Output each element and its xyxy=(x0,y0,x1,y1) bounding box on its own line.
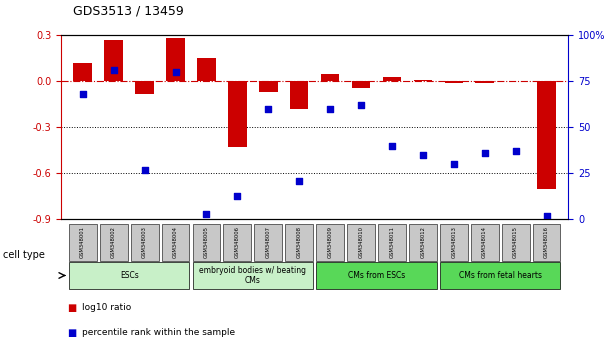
Bar xyxy=(254,224,282,261)
Bar xyxy=(192,224,221,261)
Text: GSM348001: GSM348001 xyxy=(80,226,86,258)
Text: GSM348016: GSM348016 xyxy=(544,226,549,258)
Point xyxy=(232,193,242,198)
Bar xyxy=(290,81,309,109)
Text: GSM348010: GSM348010 xyxy=(359,226,364,258)
Text: GSM348009: GSM348009 xyxy=(327,226,332,258)
Text: GSM348004: GSM348004 xyxy=(173,226,178,258)
Bar xyxy=(316,262,437,289)
Point xyxy=(263,106,273,112)
Bar xyxy=(475,81,494,83)
Bar xyxy=(440,224,468,261)
Bar xyxy=(316,224,344,261)
Bar xyxy=(321,74,339,81)
Text: percentile rank within the sample: percentile rank within the sample xyxy=(82,328,236,337)
Text: CMs from fetal hearts: CMs from fetal hearts xyxy=(459,271,542,280)
Bar xyxy=(414,80,432,81)
Point xyxy=(295,178,304,184)
Bar xyxy=(352,81,370,87)
Point xyxy=(480,150,489,156)
Bar xyxy=(471,224,499,261)
Text: embryoid bodies w/ beating
CMs: embryoid bodies w/ beating CMs xyxy=(199,266,306,285)
Point xyxy=(542,213,552,219)
Text: ESCs: ESCs xyxy=(120,271,139,280)
Point xyxy=(511,149,521,154)
Text: cell type: cell type xyxy=(3,250,45,260)
Bar xyxy=(69,262,189,289)
Bar xyxy=(69,224,97,261)
Bar xyxy=(135,81,154,94)
Bar xyxy=(382,77,401,81)
Point xyxy=(78,91,87,97)
Point xyxy=(170,69,180,75)
Bar xyxy=(192,262,313,289)
Bar xyxy=(166,39,185,81)
Bar xyxy=(259,81,277,92)
Point xyxy=(325,106,335,112)
Text: GSM348002: GSM348002 xyxy=(111,226,116,258)
Bar xyxy=(224,224,251,261)
Bar xyxy=(285,224,313,261)
Point xyxy=(140,167,150,173)
Bar xyxy=(502,224,530,261)
Bar xyxy=(533,224,560,261)
Text: CMs from ESCs: CMs from ESCs xyxy=(348,271,405,280)
Text: GSM348012: GSM348012 xyxy=(420,226,425,258)
Text: ■: ■ xyxy=(67,303,76,313)
Text: GSM348014: GSM348014 xyxy=(482,226,487,258)
Bar xyxy=(131,224,158,261)
Text: GSM348007: GSM348007 xyxy=(266,226,271,258)
Text: GSM348005: GSM348005 xyxy=(204,226,209,258)
Bar xyxy=(73,63,92,81)
Bar xyxy=(445,81,463,83)
Bar xyxy=(378,224,406,261)
Bar xyxy=(440,262,560,289)
Text: GSM348011: GSM348011 xyxy=(389,226,395,258)
Text: GDS3513 / 13459: GDS3513 / 13459 xyxy=(73,5,184,18)
Point xyxy=(202,211,211,217)
Bar xyxy=(100,224,128,261)
Text: GSM348003: GSM348003 xyxy=(142,226,147,258)
Text: GSM348015: GSM348015 xyxy=(513,226,518,258)
Bar xyxy=(228,81,247,147)
Bar xyxy=(409,224,437,261)
Point xyxy=(109,68,119,73)
Bar xyxy=(537,81,556,189)
Point xyxy=(356,103,366,108)
Bar xyxy=(197,58,216,81)
Bar xyxy=(347,224,375,261)
Point xyxy=(387,143,397,149)
Text: GSM348008: GSM348008 xyxy=(297,226,302,258)
Point xyxy=(418,152,428,158)
Text: ■: ■ xyxy=(67,328,76,338)
Bar xyxy=(104,40,123,81)
Text: GSM348006: GSM348006 xyxy=(235,226,240,258)
Bar xyxy=(161,224,189,261)
Text: log10 ratio: log10 ratio xyxy=(82,303,132,313)
Point xyxy=(449,161,459,167)
Text: GSM348013: GSM348013 xyxy=(452,226,456,258)
